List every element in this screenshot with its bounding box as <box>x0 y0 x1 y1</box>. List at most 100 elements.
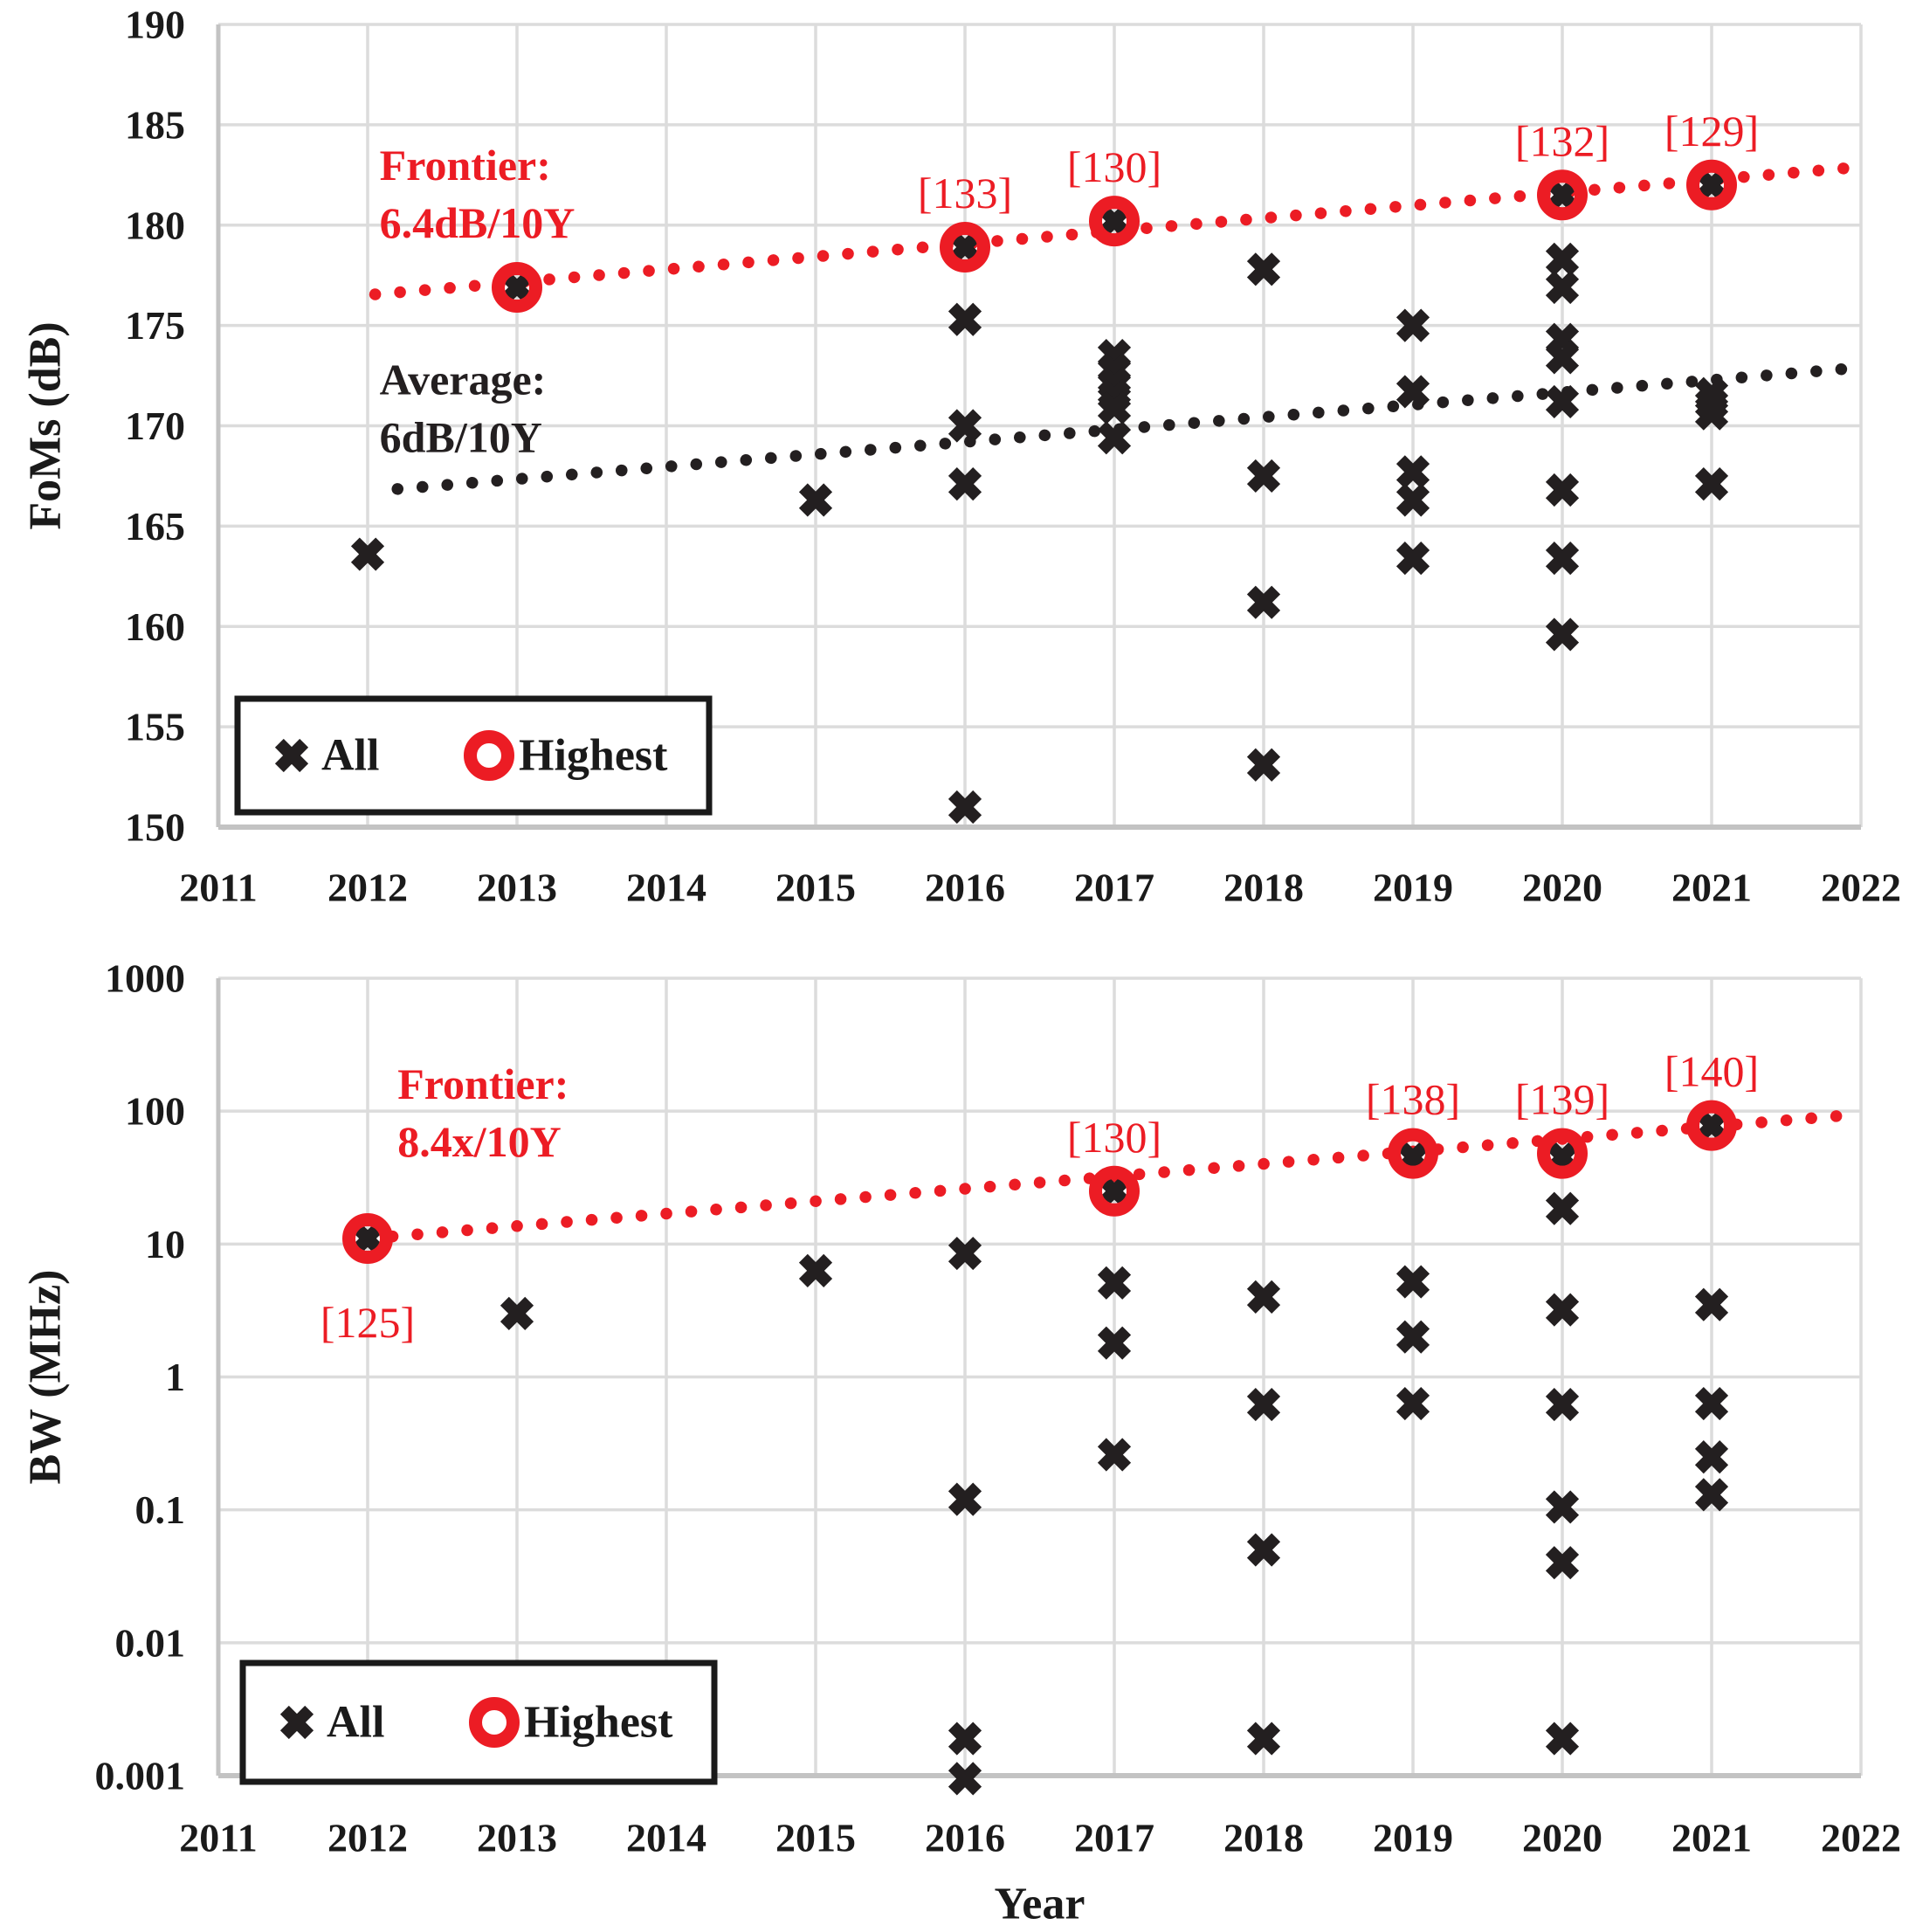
x-tick-label: 2014 <box>626 866 706 910</box>
highest-marker <box>492 261 542 313</box>
x-tick-label: 2012 <box>327 1816 408 1860</box>
y-tick-label: 0.1 <box>135 1487 186 1532</box>
legend: All Highest <box>239 1659 718 1785</box>
all-marker <box>1545 1722 1580 1756</box>
y-tick-label: 185 <box>125 102 185 147</box>
average-trendline <box>391 362 1867 495</box>
all-marker <box>1097 1438 1132 1472</box>
y-tick-label: 100 <box>125 1089 185 1134</box>
x-tick-label: 2021 <box>1671 866 1752 910</box>
x-tick-label: 2014 <box>626 1816 706 1860</box>
highest-marker <box>1537 169 1588 221</box>
bottom-chart: Frontier: 8.4x/10Y [125] [130] [138] [139] [14… <box>21 956 1902 1860</box>
all-marker <box>948 1722 982 1756</box>
all-marker <box>1545 618 1580 652</box>
x-tick-label: 2011 <box>179 1816 257 1860</box>
legend-highest-marker <box>464 730 514 781</box>
x-tick-label: 2012 <box>327 866 408 910</box>
all-marker <box>1396 375 1430 409</box>
all-marker <box>1694 1108 1729 1142</box>
all-marker <box>1545 1191 1580 1225</box>
all-marker <box>1246 252 1281 286</box>
all-marker <box>500 270 534 305</box>
y-tick-label: 175 <box>125 303 185 348</box>
all-marker <box>948 1762 982 1796</box>
all-marker <box>1694 1386 1729 1421</box>
highest-marker <box>1388 1128 1438 1179</box>
legend-all-marker <box>274 738 309 773</box>
x-tick-label: 2019 <box>1373 866 1453 910</box>
all-marker <box>1246 1533 1281 1567</box>
legend-highest-label: Highest <box>524 1698 673 1748</box>
citation-label: [129] <box>1664 107 1759 155</box>
x-tick-label: 2013 <box>477 1816 557 1860</box>
all-marker <box>1545 473 1580 507</box>
citation-label: [130] <box>1067 142 1161 191</box>
all-marker <box>1545 1293 1580 1327</box>
y-tick-label: 180 <box>125 203 185 247</box>
citation-label: [132] <box>1515 116 1609 165</box>
all-series <box>350 1108 1729 1796</box>
all-marker <box>1396 1320 1430 1354</box>
all-marker <box>1396 1386 1430 1421</box>
all-marker <box>798 1253 833 1287</box>
citation-label: [130] <box>1067 1113 1161 1162</box>
y-axis-title: BW (MHz) <box>21 1270 71 1485</box>
y-tick-label: 160 <box>125 604 185 649</box>
all-marker <box>1246 1722 1281 1756</box>
y-tick-label: 1 <box>165 1355 185 1399</box>
all-marker <box>948 467 982 501</box>
all-marker <box>1545 1546 1580 1580</box>
y-tick-label: 1000 <box>105 956 185 1001</box>
citation-label: [133] <box>918 169 1012 217</box>
x-tick-label: 2018 <box>1223 1816 1304 1860</box>
highest-series: [133] [130] [132] [129] <box>492 107 1759 313</box>
highest-series: [125] [130] [138] [139] [140] <box>320 1047 1759 1347</box>
y-tick-label: 150 <box>125 805 185 850</box>
all-marker <box>1097 421 1132 455</box>
all-marker <box>350 537 385 571</box>
all-marker <box>1246 459 1281 493</box>
all-marker <box>948 790 982 825</box>
average-label: 6dB/10Y <box>380 413 542 462</box>
legend-all-marker <box>279 1705 314 1740</box>
citation-label: [140] <box>1664 1047 1759 1096</box>
legend-highest-marker <box>469 1697 520 1748</box>
x-tick-label: 2022 <box>1821 1816 1901 1860</box>
all-marker <box>1545 178 1580 212</box>
frontier-label: Frontier: <box>380 141 551 190</box>
all-marker <box>1694 397 1729 431</box>
top-chart: Frontier:6.4dB/10YAverage:6dB/10Y[133][1… <box>21 3 1902 910</box>
y-tick-label: 170 <box>125 404 185 448</box>
all-marker <box>1097 1174 1132 1208</box>
x-tick-label: 2015 <box>775 1816 856 1860</box>
x-tick-label: 2019 <box>1373 1816 1453 1860</box>
average-label: Average: <box>380 355 547 404</box>
x-tick-label: 2013 <box>477 866 557 910</box>
citation-label: [138] <box>1366 1075 1460 1124</box>
all-marker <box>1694 168 1729 202</box>
all-marker <box>1694 1287 1729 1321</box>
y-tick-label: 0.001 <box>95 1754 186 1798</box>
all-marker <box>1396 483 1430 517</box>
x-tick-label: 2016 <box>925 1816 1005 1860</box>
all-marker <box>1246 585 1281 619</box>
highest-marker <box>1089 196 1140 247</box>
all-marker <box>1545 270 1580 305</box>
all-marker <box>1246 1387 1281 1422</box>
y-tick-label: 0.01 <box>115 1620 186 1665</box>
all-marker <box>1097 1266 1132 1300</box>
highest-marker <box>342 1213 393 1265</box>
all-marker <box>1694 467 1729 501</box>
all-marker <box>1097 390 1132 424</box>
all-marker <box>1396 308 1430 342</box>
all-marker <box>1246 748 1281 782</box>
legend-all-label: All <box>327 1698 384 1748</box>
x-tick-label: 2021 <box>1671 1816 1752 1860</box>
highest-marker <box>1537 1128 1588 1179</box>
all-marker <box>1097 1326 1132 1360</box>
y-tick-label: 155 <box>125 705 185 749</box>
y-tick-label: 190 <box>125 3 185 47</box>
